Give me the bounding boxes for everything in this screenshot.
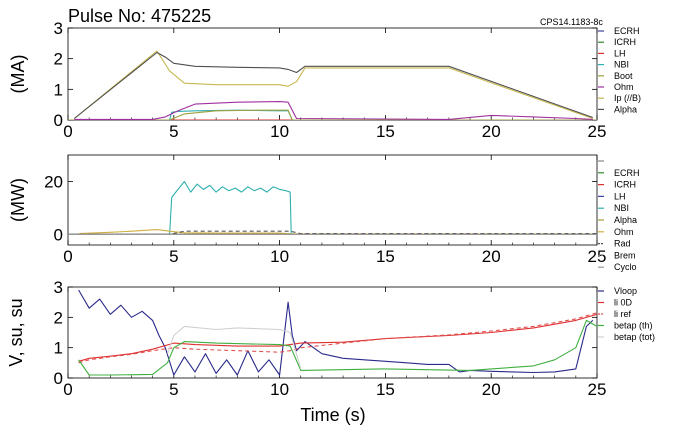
y-axis-label: V, su, su [6,298,26,366]
plot-area [68,50,597,120]
x-tick-label: 15 [376,380,395,399]
legend-label: Ohm [614,227,634,237]
series-line-li-0d [78,313,597,362]
series-line-li-ref [78,312,597,364]
legend-label: Alpha [614,104,637,114]
series-line-nbi [68,180,597,235]
legend-label: Brem [614,250,636,260]
y-tick-label: 20 [44,172,63,191]
x-tick-label: 25 [588,380,607,399]
x-tick-label: 5 [169,380,178,399]
series-line-vloop [78,289,594,376]
y-tick-label: 2 [54,50,63,69]
legend-label: betap (tot) [614,332,655,342]
y-tick-label: 3 [54,278,63,297]
x-tick-label: 25 [588,122,607,141]
legend-label: ICRH [614,37,636,47]
legend-label: Ohm [614,82,634,92]
series-line-ohm [74,101,593,120]
legend-label: ICRH [614,180,636,190]
series-line-alpha [73,51,593,119]
x-tick-label: 0 [63,247,72,266]
y-tick-label: 3 [54,19,63,38]
figure-code: CPS14.1183-8c [540,17,603,27]
legend-label: ECRH [614,168,640,178]
x-tick-label: 20 [482,122,501,141]
y-tick-label: 0 [54,111,63,130]
y-tick-label: 0 [54,225,63,244]
legend-label: li ref [614,309,632,319]
y-tick-label: 0 [54,369,63,388]
plot-frame [67,27,598,121]
x-tick-label: 0 [63,122,72,141]
legend-label: li 0D [614,298,633,308]
y-tick-label: 2 [54,308,63,327]
legend-label: Rad [614,239,631,249]
legend-label: LH [614,191,626,201]
plot-area [68,180,597,235]
x-tick-label: 10 [270,247,289,266]
x-tick-label: 10 [270,380,289,399]
x-tick-label: 5 [169,247,178,266]
x-axis-label: Time (s) [300,405,365,425]
legend-label: NBI [614,60,629,70]
legend-label: betap (th) [614,321,653,331]
x-tick-label: 15 [376,122,395,141]
x-tick-label: 25 [588,247,607,266]
plot-frame [67,154,598,246]
plot-area [78,289,597,376]
x-tick-label: 20 [482,247,501,266]
legend-label: NBI [614,203,629,213]
x-tick-label: 0 [63,380,72,399]
x-tick-label: 15 [376,247,395,266]
series-line-betap-th- [78,319,597,376]
x-tick-label: 5 [169,122,178,141]
series-line-betap-tot- [166,325,302,370]
legend-label: Ip (//B) [614,93,641,103]
y-axis-label: (MA) [8,55,28,94]
y-tick-label: 1 [54,80,63,99]
legend-label: Cyclo [614,262,637,272]
x-tick-label: 20 [482,380,501,399]
legend-label: Alpha [614,215,637,225]
legend-label: Vloop [614,286,637,296]
pulse-title: Pulse No: 475225 [68,6,211,26]
series-line-ip-b- [73,50,593,120]
legend-label: Boot [614,71,633,81]
plot-frame [67,286,598,379]
legend-label: LH [614,48,626,58]
x-tick-label: 10 [270,122,289,141]
series-line-boot [68,109,597,120]
y-axis-label: (MW) [8,178,28,222]
y-tick-label: 1 [54,339,63,358]
legend-label: ECRH [614,26,640,36]
